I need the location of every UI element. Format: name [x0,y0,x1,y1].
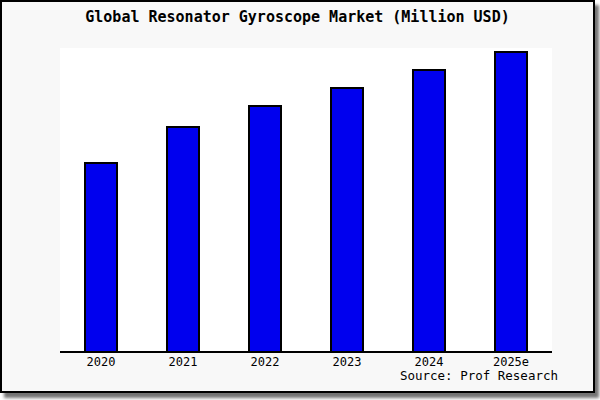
bar-2023 [330,87,364,351]
x-tick-label-2025e: 2025e [470,355,552,369]
x-tick-label-2023: 2023 [306,355,388,369]
chart-canvas: Global Resonator Gyroscope Market (Milli… [0,0,600,400]
bar-2022 [248,105,282,351]
bar-2020 [84,162,118,351]
bar-2025e [494,51,528,351]
x-tick-label-2020: 2020 [60,355,142,369]
chart-title: Global Resonator Gyroscope Market (Milli… [2,8,593,26]
bar-2024 [412,69,446,351]
x-tick-label-2022: 2022 [224,355,306,369]
x-tick-label-2021: 2021 [142,355,224,369]
source-text: Source: Prof Research [400,368,558,383]
bar-2021 [166,126,200,351]
chart-frame: Global Resonator Gyroscope Market (Milli… [0,0,595,393]
plot-area [60,48,552,353]
x-tick-label-2024: 2024 [388,355,470,369]
